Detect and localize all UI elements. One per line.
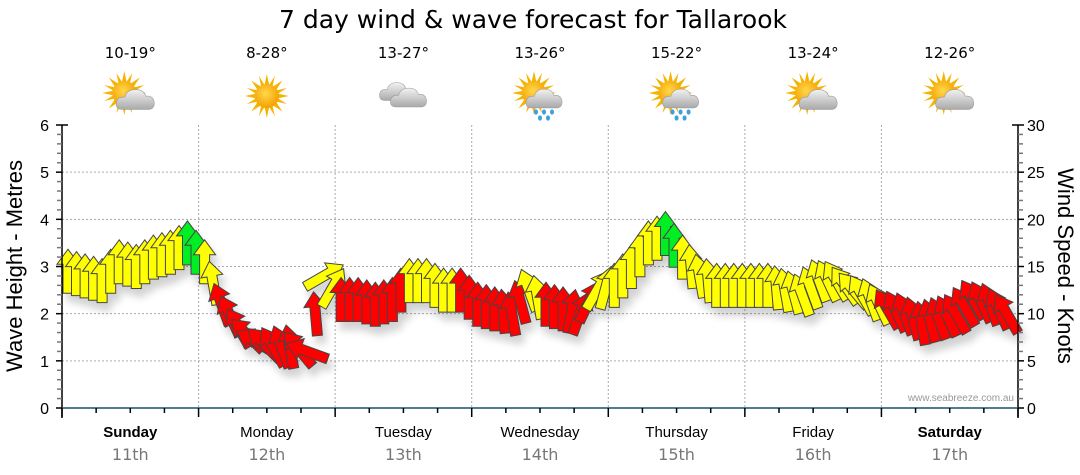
axes: 0 1 2 3 4 5 6 0 5 10 15 20 25 30 Sunday 11th Monday 12th T… xyxy=(40,118,1045,464)
left-tick-label: 3 xyxy=(40,260,49,277)
date-label: 14th xyxy=(522,445,559,464)
partly-cloudy-icon xyxy=(102,71,155,115)
left-tick-label: 0 xyxy=(40,401,49,418)
partly-cloudy-icon xyxy=(785,71,838,115)
day-label: Wednesday xyxy=(501,424,580,441)
day-label: Thursday xyxy=(645,424,708,441)
sun-shape xyxy=(244,74,289,118)
temp-range: 10-19° xyxy=(105,44,156,62)
date-label: 15th xyxy=(658,445,695,464)
temp-range: 12-26° xyxy=(924,44,975,62)
left-tick-label: 1 xyxy=(40,354,49,371)
right-tick-label: 0 xyxy=(1027,401,1036,418)
right-tick-label: 20 xyxy=(1027,212,1045,229)
date-label: 12th xyxy=(248,445,285,464)
wind-arrow xyxy=(285,337,331,365)
right-tick-label: 15 xyxy=(1027,260,1045,277)
left-axis-title: Wave Height - Metres xyxy=(2,160,27,372)
partly-cloudy-icon xyxy=(921,71,975,115)
right-tick-label: 10 xyxy=(1027,307,1045,324)
chart-title: 7 day wind & wave forecast for Tallarook xyxy=(279,5,788,34)
watermark: www.seabreeze.com.au xyxy=(907,393,1014,404)
right-tick-label: 5 xyxy=(1027,354,1036,371)
temp-range: 8-28° xyxy=(246,44,288,62)
rain-drops xyxy=(534,109,554,121)
temp-range: 15-22° xyxy=(651,44,702,62)
rain-drops xyxy=(670,109,691,121)
left-tick-label: 5 xyxy=(40,165,49,182)
day-label: Saturday xyxy=(918,424,983,441)
left-tick-label: 4 xyxy=(40,212,49,229)
left-tick-label: 6 xyxy=(40,118,49,135)
right-axis-title: Wind Speed - Knots xyxy=(1053,168,1078,364)
showers-icon xyxy=(648,71,699,121)
sunny-icon xyxy=(244,74,289,118)
day-label: Sunday xyxy=(103,424,158,441)
day-label: Monday xyxy=(240,424,294,441)
date-label: 13th xyxy=(385,445,422,464)
showers-icon xyxy=(512,71,563,121)
date-label: 17th xyxy=(931,445,968,464)
date-label: 16th xyxy=(795,445,832,464)
day-headers: 10-19° 8-28° 13-27° 13-26° 15-22° 13-24° 12-26… xyxy=(102,44,975,121)
wind-arrow xyxy=(192,238,217,285)
left-tick-label: 2 xyxy=(40,307,49,324)
temp-range: 13-27° xyxy=(378,44,429,62)
wind-arrows xyxy=(56,210,1023,370)
right-tick-label: 25 xyxy=(1027,165,1045,182)
day-label: Tuesday xyxy=(375,424,432,441)
date-label: 11th xyxy=(112,445,149,464)
day-label: Friday xyxy=(792,424,834,441)
right-tick-label: 30 xyxy=(1027,118,1045,135)
temp-range: 13-26° xyxy=(514,44,565,62)
cloudy-icon xyxy=(379,82,427,108)
temp-range: 13-24° xyxy=(788,44,839,62)
